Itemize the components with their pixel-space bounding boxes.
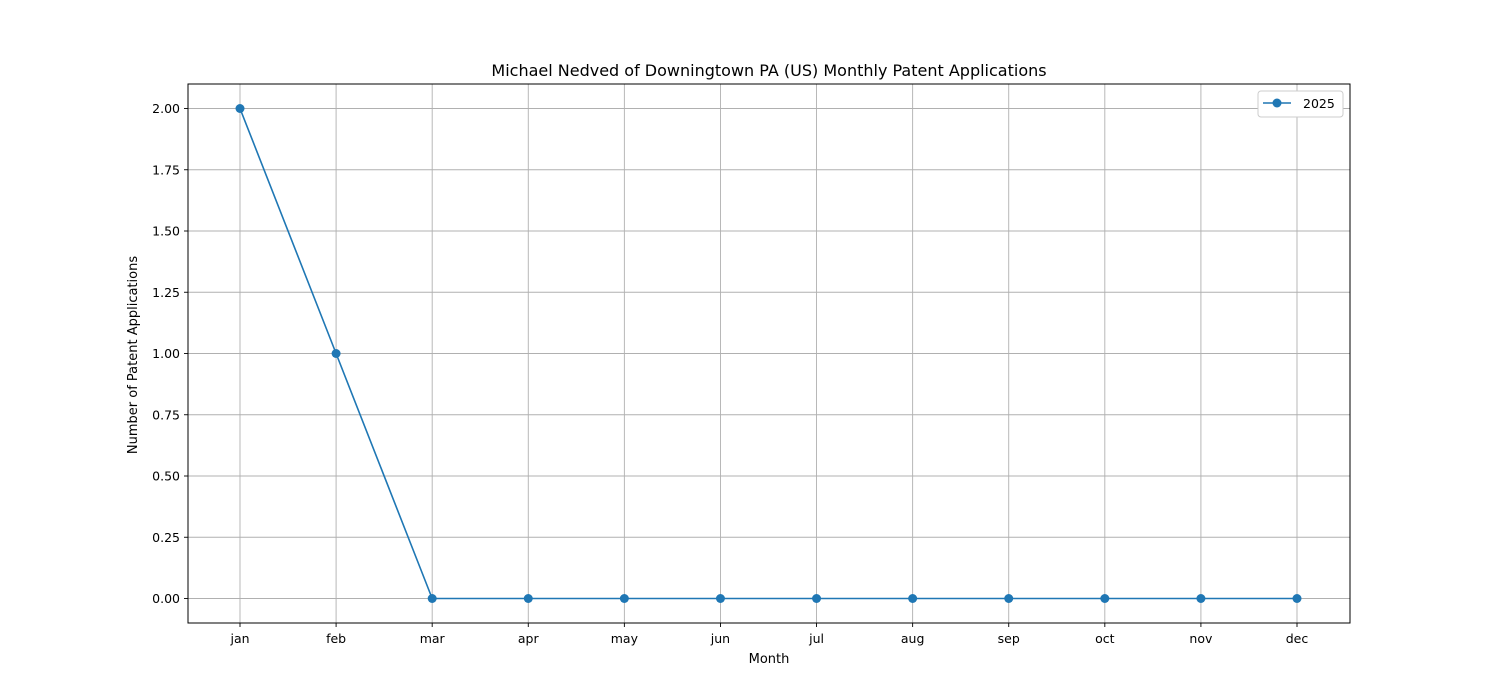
x-tick-label-sep: sep bbox=[998, 631, 1020, 646]
y-tick-label: 1.75 bbox=[152, 162, 180, 177]
y-tick-label: 0.75 bbox=[152, 407, 180, 422]
y-tick-label: 1.50 bbox=[152, 224, 180, 239]
data-point-mar bbox=[428, 594, 437, 603]
x-tick-label-jan: jan bbox=[229, 631, 249, 646]
data-point-jul bbox=[812, 594, 821, 603]
legend: 2025 bbox=[1258, 91, 1343, 117]
y-tick-label: 1.25 bbox=[152, 285, 180, 300]
data-point-sep bbox=[1004, 594, 1013, 603]
x-tick-label-feb: feb bbox=[326, 631, 346, 646]
data-point-jun bbox=[716, 594, 725, 603]
legend-marker-swatch bbox=[1273, 99, 1282, 108]
chart-title: Michael Nedved of Downingtown PA (US) Mo… bbox=[491, 61, 1046, 80]
data-point-oct bbox=[1100, 594, 1109, 603]
data-point-jan bbox=[236, 104, 245, 113]
data-point-nov bbox=[1196, 594, 1205, 603]
legend-entry-2025: 2025 bbox=[1303, 96, 1335, 111]
data-point-apr bbox=[524, 594, 533, 603]
data-point-aug bbox=[908, 594, 917, 603]
data-point-dec bbox=[1293, 594, 1302, 603]
x-tick-label-aug: aug bbox=[901, 631, 925, 646]
y-tick-label: 2.00 bbox=[152, 101, 180, 116]
line-chart: Michael Nedved of Downingtown PA (US) Mo… bbox=[0, 0, 1500, 700]
x-tick-label-mar: mar bbox=[420, 631, 446, 646]
data-point-may bbox=[620, 594, 629, 603]
x-tick-label-jun: jun bbox=[710, 631, 730, 646]
x-tick-label-jul: jul bbox=[808, 631, 824, 646]
y-tick-label: 0.50 bbox=[152, 469, 180, 484]
y-tick-label: 0.25 bbox=[152, 530, 180, 545]
y-axis-label: Number of Patent Applications bbox=[126, 256, 141, 454]
x-tick-label-dec: dec bbox=[1286, 631, 1309, 646]
x-tick-label-oct: oct bbox=[1095, 631, 1115, 646]
y-tick-label: 0.00 bbox=[152, 591, 180, 606]
x-axis-label: Month bbox=[749, 652, 790, 667]
x-tick-label-may: may bbox=[611, 631, 639, 646]
x-tick-label-apr: apr bbox=[518, 631, 540, 646]
y-tick-label: 1.00 bbox=[152, 346, 180, 361]
x-tick-label-nov: nov bbox=[1189, 631, 1213, 646]
data-point-feb bbox=[332, 349, 341, 358]
